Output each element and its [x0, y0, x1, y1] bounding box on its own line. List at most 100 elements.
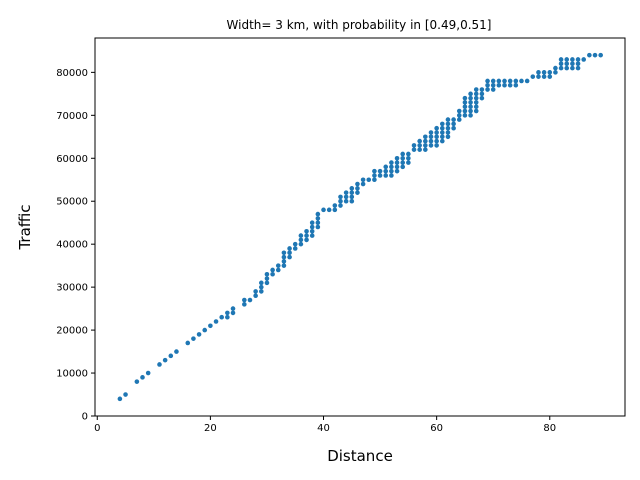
x-axis-label: Distance — [327, 447, 393, 465]
data-point — [440, 138, 445, 144]
data-point — [394, 164, 400, 170]
data-point — [479, 91, 485, 97]
data-point — [445, 125, 451, 131]
data-point — [185, 340, 191, 346]
data-point — [377, 173, 383, 178]
data-point — [423, 143, 428, 148]
data-point — [377, 168, 383, 174]
data-point — [507, 82, 513, 88]
data-point — [389, 168, 394, 174]
data-point — [275, 263, 281, 268]
data-point — [315, 220, 321, 225]
data-point — [394, 168, 400, 174]
data-point — [253, 293, 258, 299]
data-point — [219, 314, 224, 320]
data-point — [536, 70, 541, 75]
data-point — [225, 314, 230, 320]
data-point — [451, 125, 456, 131]
data-point — [394, 155, 400, 161]
data-point — [400, 164, 406, 170]
chart-title: Width= 3 km, with probability in [0.49,0… — [227, 18, 492, 32]
y-tick-label: 60000 — [56, 154, 88, 165]
data-point — [309, 233, 315, 238]
data-point — [123, 392, 128, 397]
data-point — [383, 168, 389, 174]
plot-frame — [94, 37, 626, 417]
data-point — [434, 134, 439, 140]
data-point — [575, 57, 581, 62]
data-point — [468, 95, 473, 101]
data-point — [281, 263, 287, 268]
data-point — [338, 203, 343, 208]
data-point — [134, 379, 140, 384]
data-point — [253, 289, 258, 294]
data-point — [287, 246, 292, 251]
data-point — [428, 143, 434, 148]
data-point — [445, 117, 451, 122]
y-tick-label: 30000 — [56, 283, 88, 294]
data-point — [468, 104, 473, 110]
data-point — [473, 100, 479, 105]
data-point — [247, 297, 253, 303]
data-point — [428, 134, 434, 140]
data-point — [547, 74, 553, 79]
y-tick-label: 80000 — [56, 68, 88, 79]
data-point — [496, 78, 502, 84]
data-point — [191, 336, 196, 341]
data-point — [564, 61, 570, 67]
data-point — [473, 87, 479, 92]
data-point — [445, 134, 451, 140]
data-point — [598, 52, 603, 58]
data-point — [462, 104, 468, 110]
data-point — [400, 151, 406, 157]
data-point — [389, 160, 394, 165]
data-point — [355, 181, 360, 187]
y-tick-label: 20000 — [56, 326, 88, 337]
data-point — [581, 57, 587, 62]
data-point — [564, 65, 570, 71]
data-point — [473, 95, 479, 101]
data-point — [468, 113, 473, 118]
data-point — [428, 138, 434, 144]
data-point — [440, 121, 445, 127]
y-tick-label: 70000 — [56, 111, 88, 122]
data-point — [462, 95, 468, 101]
y-axis-ticks: 0 10000 20000 30000 40000 50000 60000 70000 8000… — [56, 68, 95, 423]
data-point — [225, 310, 230, 316]
data-point — [423, 138, 428, 144]
data-point — [485, 78, 490, 84]
data-point — [355, 186, 360, 191]
data-point — [570, 57, 575, 62]
data-point — [332, 207, 338, 213]
data-point — [406, 160, 411, 165]
data-point — [315, 211, 321, 217]
data-point — [349, 190, 355, 195]
data-point — [343, 198, 349, 204]
data-point — [513, 78, 519, 84]
data-point — [423, 134, 428, 140]
data-point — [547, 70, 553, 75]
data-point — [315, 224, 321, 230]
data-point — [145, 370, 151, 376]
data-point — [315, 216, 321, 221]
data-point — [389, 173, 394, 178]
data-point — [230, 310, 236, 316]
data-point — [411, 143, 417, 148]
data-point — [140, 375, 145, 380]
data-point — [270, 267, 275, 273]
data-point — [445, 130, 451, 135]
data-point — [575, 65, 581, 71]
data-point — [292, 241, 298, 247]
data-point — [558, 65, 564, 71]
data-point — [400, 160, 406, 165]
y-tick-label: 0 — [82, 412, 88, 423]
data-point — [417, 147, 422, 152]
data-point — [298, 233, 304, 238]
data-point — [338, 198, 343, 204]
data-point — [496, 82, 502, 88]
data-point — [434, 138, 439, 144]
data-point — [117, 396, 123, 402]
data-point — [468, 108, 473, 114]
